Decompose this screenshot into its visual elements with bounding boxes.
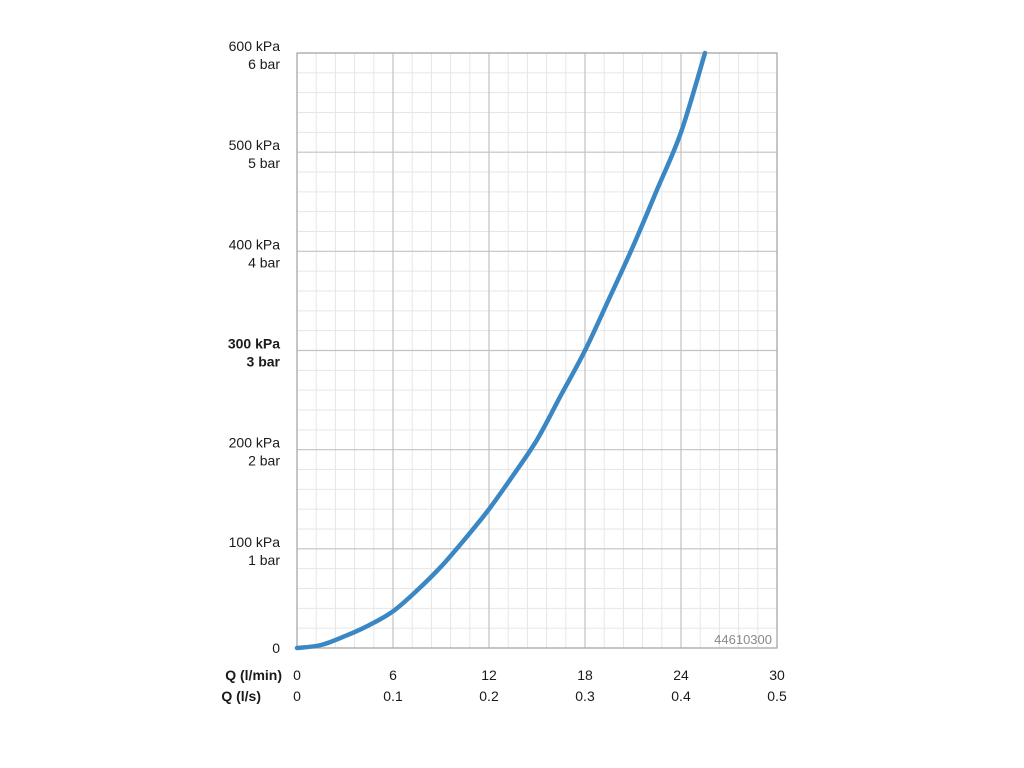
x-tick-label-ls: 0.2 bbox=[479, 688, 499, 704]
x-tick-label-ls: 0.5 bbox=[767, 688, 787, 704]
y-tick-label-kpa: 100 kPa bbox=[229, 534, 281, 550]
y-tick-label-bar: 4 bar bbox=[248, 254, 280, 270]
x-tick-label-lmin: 30 bbox=[769, 667, 785, 683]
x-tick-label-lmin: 12 bbox=[481, 667, 497, 683]
y-tick-label-bar: 5 bar bbox=[248, 155, 280, 171]
y-tick-label-bar: 1 bar bbox=[248, 552, 280, 568]
y-tick-label-kpa: 300 kPa bbox=[228, 336, 280, 352]
x-axis-label-primary: Q (l/min) bbox=[225, 667, 282, 683]
x-tick-label-ls: 0.3 bbox=[575, 688, 595, 704]
y-tick-label-kpa: 500 kPa bbox=[229, 137, 281, 153]
x-tick-label-ls: 0 bbox=[293, 688, 301, 704]
x-tick-label-lmin: 0 bbox=[293, 667, 301, 683]
x-tick-label-ls: 0.1 bbox=[383, 688, 403, 704]
x-tick-label-lmin: 18 bbox=[577, 667, 593, 683]
y-tick-label-kpa: 600 kPa bbox=[229, 38, 281, 54]
y-tick-label-bar: 6 bar bbox=[248, 56, 280, 72]
series-line bbox=[294, 50, 708, 651]
y-tick-label-kpa: 400 kPa bbox=[229, 236, 281, 252]
series-layer bbox=[294, 50, 708, 651]
y-tick-label: 0 bbox=[272, 640, 280, 656]
x-axis-label-secondary: Q (l/s) bbox=[221, 688, 261, 704]
plot-frame bbox=[296, 52, 778, 649]
major-gridlines bbox=[296, 52, 778, 649]
product-code-label: 44610300 bbox=[714, 632, 772, 647]
y-tick-label-bar: 2 bar bbox=[248, 453, 280, 469]
x-tick-label-ls: 0.4 bbox=[671, 688, 691, 704]
y-tick-label-kpa: 200 kPa bbox=[229, 435, 281, 451]
y-axis-tick-labels: 0 100 kPa 1 bar 200 kPa 2 bar 300 kPa 3 bar 400… bbox=[228, 38, 281, 656]
plot-border bbox=[296, 52, 778, 649]
x-axis-tick-labels: 0 0 6 0.1 12 0.2 18 0.3 24 0.4 30 0.5 bbox=[293, 667, 787, 704]
x-tick-label-lmin: 6 bbox=[389, 667, 397, 683]
x-tick-label-lmin: 24 bbox=[673, 667, 689, 683]
y-tick-label-bar: 3 bar bbox=[247, 354, 281, 370]
